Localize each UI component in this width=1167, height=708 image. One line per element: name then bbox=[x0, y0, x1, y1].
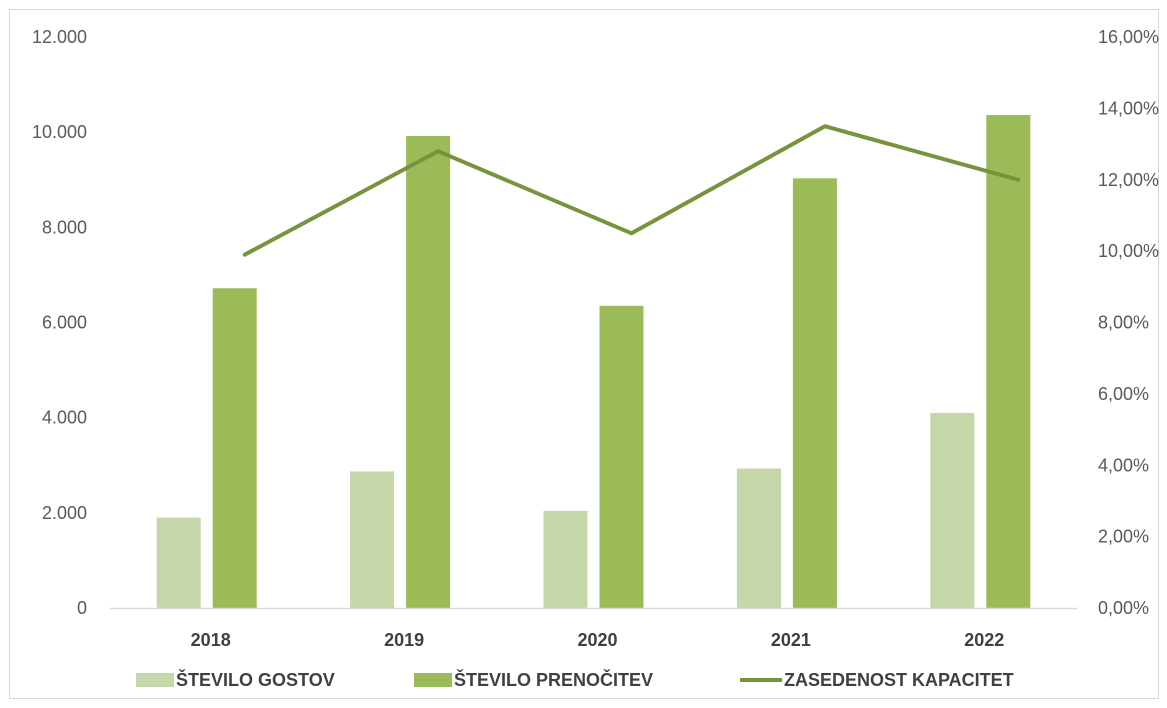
bar-guests bbox=[543, 510, 588, 608]
left-axis-tick-label: 8.000 bbox=[42, 217, 87, 237]
x-axis-ticks: 2018 2019 2020 2021 2022 bbox=[191, 630, 1005, 650]
left-axis-tick-label: 12.000 bbox=[32, 27, 87, 47]
left-axis-tick-label: 10.000 bbox=[32, 122, 87, 142]
right-axis-tick-label: 6,00% bbox=[1098, 384, 1149, 404]
bar-guests bbox=[156, 517, 201, 608]
left-axis-tick-label: 0 bbox=[77, 598, 87, 618]
right-axis-tick-label: 4,00% bbox=[1098, 455, 1149, 475]
left-axis-tick-label: 2.000 bbox=[42, 503, 87, 523]
legend-swatch bbox=[136, 673, 174, 687]
right-axis-tick-label: 12,00% bbox=[1098, 170, 1159, 190]
line-series bbox=[242, 124, 1021, 257]
bar-overnight-stays bbox=[792, 178, 837, 608]
right-axis-tick-label: 0,00% bbox=[1098, 598, 1149, 618]
right-axis-tick-label: 16,00% bbox=[1098, 27, 1159, 47]
legend: ŠTEVILO GOSTOV ŠTEVILO PRENOČITEV ZASEDENO… bbox=[136, 669, 1014, 690]
left-axis-tick-label: 4.000 bbox=[42, 408, 87, 428]
right-axis-tick-label: 10,00% bbox=[1098, 241, 1159, 261]
right-axis-tick-label: 14,00% bbox=[1098, 98, 1159, 118]
legend-label: ŠTEVILO PRENOČITEV bbox=[454, 669, 653, 690]
legend-label: ZASEDENOST KAPACITET bbox=[784, 670, 1014, 690]
bar-guests bbox=[930, 412, 975, 608]
bar-overnight-stays bbox=[212, 288, 257, 608]
legend-label: ŠTEVILO GOSTOV bbox=[176, 669, 335, 690]
bar-overnight-stays bbox=[599, 305, 644, 608]
bar-guests bbox=[350, 471, 395, 608]
bar-overnight-stays bbox=[406, 135, 451, 608]
right-axis-ticks: 0,00% 2,00% 4,00% 6,00% 8,00% 10,00% 12,00% 14,… bbox=[1098, 27, 1159, 618]
bars bbox=[156, 115, 1031, 608]
occupancy-line bbox=[242, 124, 1021, 257]
left-axis-tick-label: 6.000 bbox=[42, 313, 87, 333]
left-axis-ticks: 0 2.000 4.000 6.000 8.000 10.000 12.000 bbox=[32, 27, 87, 618]
bar-overnight-stays bbox=[986, 115, 1031, 608]
right-axis-tick-label: 8,00% bbox=[1098, 313, 1149, 333]
x-axis-tick-label: 2021 bbox=[771, 630, 811, 650]
right-axis-tick-label: 2,00% bbox=[1098, 527, 1149, 547]
x-axis-tick-label: 2018 bbox=[191, 630, 231, 650]
x-axis-tick-label: 2020 bbox=[577, 630, 617, 650]
x-axis-tick-label: 2022 bbox=[964, 630, 1004, 650]
bar-guests bbox=[736, 468, 781, 608]
legend-swatch bbox=[414, 673, 452, 687]
x-axis-tick-label: 2019 bbox=[384, 630, 424, 650]
